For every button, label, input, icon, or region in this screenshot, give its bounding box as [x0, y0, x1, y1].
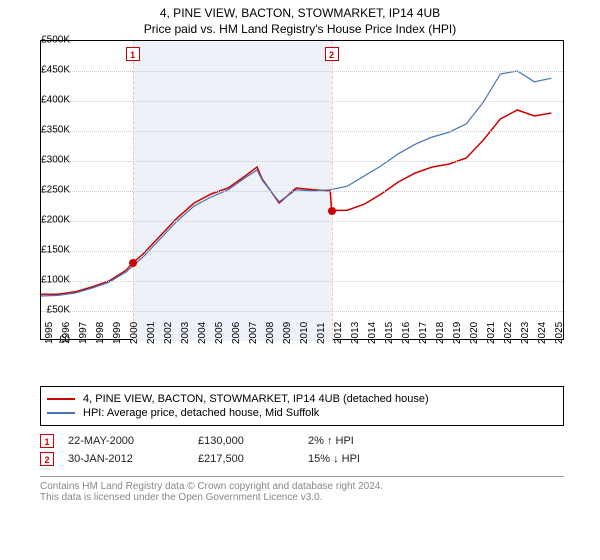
footer-line2: This data is licensed under the Open Gov…: [40, 492, 564, 503]
series-hpi: [41, 71, 551, 296]
x-axis-label: 2001: [146, 322, 157, 344]
legend-box: 4, PINE VIEW, BACTON, STOWMARKET, IP14 4…: [40, 386, 564, 426]
transaction-point-1: [129, 259, 137, 267]
x-axis-label: 2023: [520, 322, 531, 344]
transaction-price: £130,000: [198, 435, 308, 447]
transaction-marker-2: 2: [325, 47, 339, 61]
x-axis-label: 2020: [469, 322, 480, 344]
gridline-h: [41, 101, 565, 102]
x-axis-label: 2007: [248, 322, 259, 344]
gridline-h: [41, 221, 565, 222]
y-axis-label: £200K: [41, 215, 70, 226]
x-axis-label: 2011: [316, 322, 327, 344]
x-axis-label: 1996: [61, 322, 72, 344]
y-axis-label: £450K: [41, 65, 70, 76]
transactions-table: 1 22-MAY-2000£130,0002% ↑ HPI 2 30-JAN-2012…: [40, 434, 564, 466]
x-axis-label: 2006: [231, 322, 242, 344]
legend-swatch: [47, 398, 75, 400]
x-axis-label: 2016: [401, 322, 412, 344]
transaction-hpi: 15% ↓ HPI: [308, 453, 418, 465]
legend-label: HPI: Average price, detached house, Mid …: [83, 407, 319, 419]
transaction-row: 2 30-JAN-2012£217,50015% ↓ HPI: [40, 452, 564, 466]
x-axis-label: 2010: [299, 322, 310, 344]
transaction-hpi: 2% ↑ HPI: [308, 435, 418, 447]
transaction-row-marker: 2: [40, 452, 54, 466]
x-axis-label: 1997: [78, 322, 89, 344]
series-property: [41, 110, 551, 294]
title-block: 4, PINE VIEW, BACTON, STOWMARKET, IP14 4…: [0, 0, 600, 40]
legend-item: HPI: Average price, detached house, Mid …: [47, 407, 557, 419]
x-axis-label: 2003: [180, 322, 191, 344]
x-axis-label: 2002: [163, 322, 174, 344]
y-axis-label: £250K: [41, 185, 70, 196]
transaction-vline: [133, 41, 134, 341]
legend-swatch: [47, 412, 75, 414]
legend-wrap: 4, PINE VIEW, BACTON, STOWMARKET, IP14 4…: [40, 386, 564, 466]
y-axis-label: £400K: [41, 95, 70, 106]
gridline-h: [41, 281, 565, 282]
x-axis-label: 2004: [197, 322, 208, 344]
x-axis-label: 2022: [503, 322, 514, 344]
chart-title-address: 4, PINE VIEW, BACTON, STOWMARKET, IP14 4…: [0, 6, 600, 20]
x-axis-label: 2021: [486, 322, 497, 344]
transaction-date: 30-JAN-2012: [68, 453, 198, 465]
x-axis-label: 1999: [112, 322, 123, 344]
transaction-vline: [332, 41, 333, 341]
y-axis-label: £300K: [41, 155, 70, 166]
chart-area: 12 £0£50K£100K£150K£200K£250K£300K£350K£…: [40, 40, 600, 380]
x-axis-label: 2009: [282, 322, 293, 344]
x-axis-label: 2019: [452, 322, 463, 344]
x-axis-label: 1995: [44, 322, 55, 344]
transaction-row: 1 22-MAY-2000£130,0002% ↑ HPI: [40, 434, 564, 448]
x-axis-label: 2024: [537, 322, 548, 344]
transaction-price: £217,500: [198, 453, 308, 465]
transaction-row-marker: 1: [40, 434, 54, 448]
y-axis-label: £100K: [41, 275, 70, 286]
x-axis-label: 2015: [384, 322, 395, 344]
transaction-point-2: [328, 207, 336, 215]
chart-subtitle: Price paid vs. HM Land Registry's House …: [0, 22, 600, 36]
x-axis-label: 2005: [214, 322, 225, 344]
figure: 4, PINE VIEW, BACTON, STOWMARKET, IP14 4…: [0, 0, 600, 503]
transaction-marker-1: 1: [126, 47, 140, 61]
x-axis-label: 2012: [333, 322, 344, 344]
gridline-h: [41, 311, 565, 312]
legend-item: 4, PINE VIEW, BACTON, STOWMARKET, IP14 4…: [47, 393, 557, 405]
x-axis-label: 2000: [129, 322, 140, 344]
gridline-h: [41, 191, 565, 192]
y-axis-label: £350K: [41, 125, 70, 136]
x-axis-label: 2018: [435, 322, 446, 344]
footer-line1: Contains HM Land Registry data © Crown c…: [40, 481, 564, 492]
y-axis-label: £50K: [47, 305, 70, 316]
transaction-date: 22-MAY-2000: [68, 435, 198, 447]
x-axis-label: 2014: [367, 322, 378, 344]
x-axis-label: 1998: [95, 322, 106, 344]
legend-label: 4, PINE VIEW, BACTON, STOWMARKET, IP14 4…: [83, 393, 429, 405]
gridline-h: [41, 131, 565, 132]
y-axis-label: £150K: [41, 245, 70, 256]
plot-region: 12: [40, 40, 564, 340]
footer: Contains HM Land Registry data © Crown c…: [40, 476, 564, 503]
gridline-h: [41, 251, 565, 252]
y-axis-label: £500K: [41, 35, 70, 46]
x-axis-label: 2017: [418, 322, 429, 344]
gridline-h: [41, 71, 565, 72]
x-axis-label: 2013: [350, 322, 361, 344]
x-axis-label: 2008: [265, 322, 276, 344]
x-axis-label: 2025: [554, 322, 565, 344]
gridline-h: [41, 161, 565, 162]
